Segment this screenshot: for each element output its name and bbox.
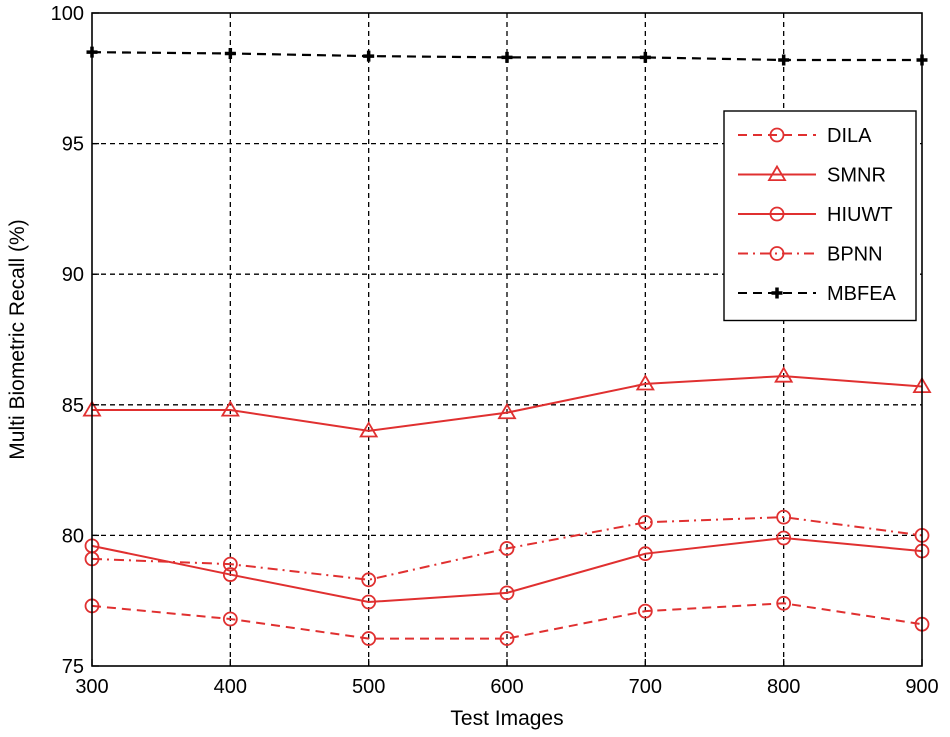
x-tick-label: 300	[75, 676, 108, 698]
y-tick-label: 75	[62, 656, 84, 678]
data-point	[771, 287, 783, 299]
data-point	[769, 206, 785, 222]
legend-entry: SMNR	[738, 165, 886, 187]
x-tick-label: 400	[214, 676, 247, 698]
legend-entry: HIUWT	[738, 204, 893, 226]
y-tick-label: 95	[62, 134, 84, 156]
data-point	[769, 246, 785, 261]
axis-ticks: 300 400 500 600 700 800 900 75 80 85 90 95 100	[51, 3, 939, 698]
data-point	[222, 567, 238, 582]
series-line	[92, 375, 923, 432]
legend: DILA SMNR HIUWT BPNN MBFEA	[723, 110, 917, 322]
data-point	[499, 631, 515, 646]
data-point	[499, 585, 515, 601]
series-line	[91, 602, 923, 640]
legend-entry: MBFEA	[738, 283, 897, 305]
legend-label: HIUWT	[827, 204, 893, 226]
x-axis-label: Test Images	[450, 707, 563, 730]
data-point	[639, 51, 651, 63]
data-point	[776, 595, 792, 611]
legend-entry: DILA	[738, 125, 872, 147]
data-point	[778, 54, 790, 66]
data-point	[637, 603, 653, 619]
x-tick-label: 700	[629, 676, 662, 698]
series-line	[91, 537, 923, 604]
data-point	[776, 509, 792, 525]
series-line	[91, 516, 923, 581]
x-tick-label: 900	[905, 676, 938, 698]
data-point	[497, 402, 517, 420]
data-point	[769, 127, 785, 143]
data-point	[776, 530, 792, 546]
y-tick-label: 90	[62, 264, 84, 286]
series-hiuwt	[84, 530, 930, 610]
data-point	[222, 611, 238, 627]
data-point	[635, 374, 655, 391]
y-tick-label: 85	[62, 395, 84, 417]
legend-label: MBFEA	[827, 283, 897, 305]
data-point	[637, 546, 653, 562]
data-point	[361, 631, 377, 646]
data-point	[363, 50, 375, 62]
legend-label: BPNN	[827, 244, 883, 266]
legend-label: SMNR	[827, 165, 886, 187]
legend-box	[723, 110, 917, 322]
series-layer	[82, 46, 932, 646]
legend-label: DILA	[827, 125, 872, 147]
series-smnr	[82, 366, 932, 438]
data-point	[361, 572, 377, 588]
y-tick-label: 80	[62, 525, 84, 547]
data-point	[220, 400, 240, 417]
x-tick-label: 800	[767, 676, 800, 698]
data-point	[361, 594, 377, 610]
x-tick-label: 600	[490, 676, 523, 698]
x-tick-label: 500	[352, 676, 385, 698]
data-point	[501, 51, 513, 63]
data-point	[224, 47, 236, 59]
data-point	[767, 164, 787, 182]
data-point	[774, 366, 794, 383]
data-point	[359, 421, 379, 438]
y-axis-label: Multi Biometric Recall (%)	[6, 219, 29, 459]
y-tick-label: 100	[51, 3, 84, 25]
legend-entry: BPNN	[738, 244, 883, 266]
data-point	[637, 514, 653, 530]
data-point	[222, 556, 238, 572]
data-point	[499, 541, 515, 556]
